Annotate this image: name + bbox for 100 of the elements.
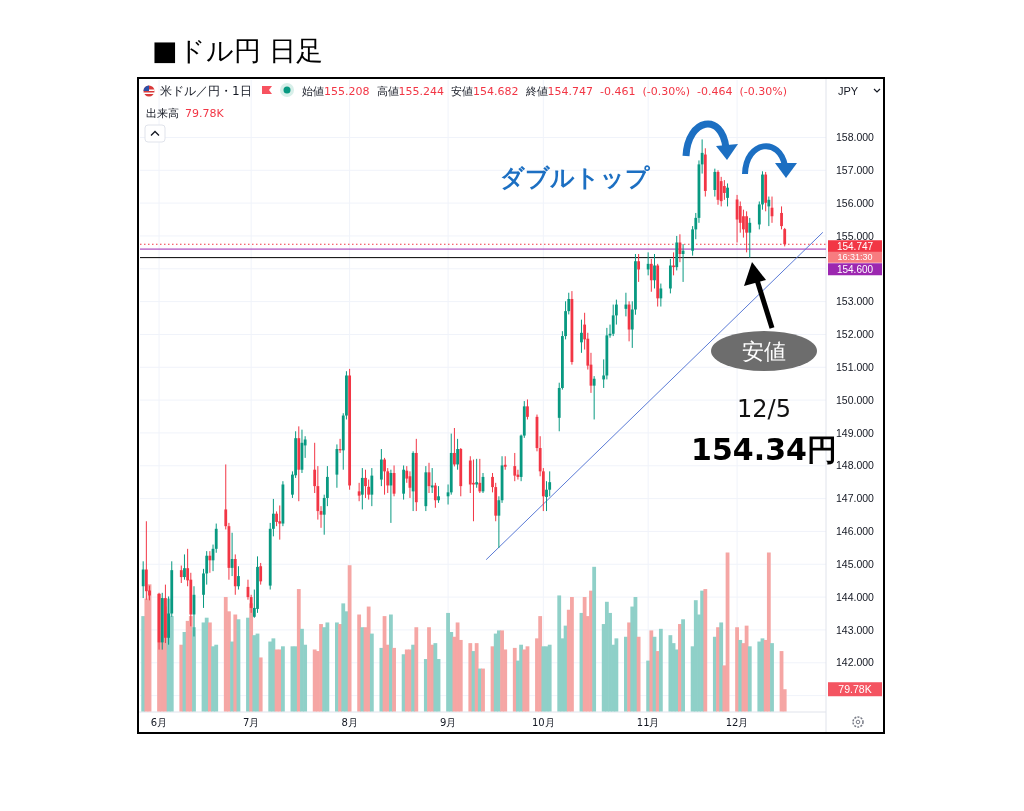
bar bbox=[233, 614, 238, 712]
candlestick bbox=[357, 482, 361, 502]
y-tick-label: 158.000 bbox=[836, 131, 875, 144]
candlestick bbox=[668, 258, 672, 294]
bar bbox=[214, 644, 219, 712]
candlestick bbox=[713, 168, 717, 198]
candlestick bbox=[456, 438, 459, 471]
bar bbox=[179, 644, 184, 712]
candlestick bbox=[360, 467, 364, 510]
candlestick bbox=[237, 565, 240, 591]
y-tick-label: 152.000 bbox=[836, 328, 875, 341]
bar bbox=[347, 565, 352, 712]
candlestick bbox=[646, 251, 650, 276]
y-tick-label: 144.000 bbox=[836, 590, 875, 603]
bar bbox=[379, 647, 384, 712]
candlestick bbox=[141, 560, 145, 599]
bar bbox=[481, 668, 485, 712]
bar bbox=[738, 639, 743, 712]
ref-line-label: 154.747 bbox=[836, 240, 874, 252]
y-tick-label: 145.000 bbox=[836, 557, 875, 570]
candlestick bbox=[402, 464, 405, 501]
y-tick-label: 153.000 bbox=[836, 295, 875, 308]
y-tick-label: 155.000 bbox=[836, 229, 875, 242]
candlestick bbox=[389, 469, 393, 524]
bar bbox=[681, 619, 685, 712]
bar bbox=[192, 627, 196, 712]
candlestick bbox=[653, 253, 656, 289]
candlestick bbox=[780, 205, 783, 230]
candlestick bbox=[208, 550, 212, 574]
x-tick-label: 11月 bbox=[636, 717, 660, 728]
ref-line-label: 154.600 bbox=[836, 263, 874, 275]
bar bbox=[668, 635, 673, 712]
bar bbox=[658, 628, 663, 712]
annotation: 154.34円 bbox=[691, 432, 837, 467]
x-tick-label: 6月 bbox=[150, 717, 168, 728]
candlestick bbox=[475, 458, 479, 489]
candlestick bbox=[513, 452, 517, 482]
bar bbox=[468, 643, 473, 712]
y-tick-label: 148.000 bbox=[836, 459, 875, 472]
candlestick bbox=[592, 375, 596, 420]
y-tick-label: 150.000 bbox=[836, 393, 875, 406]
bar bbox=[592, 566, 597, 712]
bar bbox=[325, 622, 330, 712]
y-tick-label: 157.000 bbox=[836, 163, 875, 176]
bar bbox=[770, 643, 774, 712]
chart-title: ■ドル円 日足 bbox=[152, 35, 324, 66]
candlestick bbox=[364, 469, 367, 499]
bar bbox=[258, 657, 263, 712]
y-tick-label: 147.000 bbox=[836, 492, 875, 505]
candlestick bbox=[230, 532, 234, 577]
text: JPY bbox=[838, 85, 859, 97]
chart-subtitle: 米ドル／円・1日 bbox=[160, 84, 252, 98]
candlestick bbox=[478, 458, 482, 494]
x-tick-label: 10月 bbox=[531, 717, 555, 728]
y-tick-label: 143.000 bbox=[836, 623, 875, 636]
candlestick bbox=[649, 258, 653, 293]
candlestick bbox=[726, 182, 729, 207]
candlestick bbox=[370, 467, 374, 507]
bar bbox=[747, 646, 752, 712]
y-tick-label: 149.000 bbox=[836, 426, 875, 439]
candlestick bbox=[722, 179, 726, 201]
y-tick-label: 146.000 bbox=[836, 525, 875, 538]
bar bbox=[636, 636, 641, 712]
bar bbox=[341, 603, 346, 712]
bar bbox=[392, 647, 396, 712]
x-tick-label: 12月 bbox=[725, 717, 749, 728]
y-tick-label: 156.000 bbox=[836, 196, 875, 209]
candlestick bbox=[453, 427, 456, 467]
x-tick-label: 8月 bbox=[341, 717, 358, 728]
annotation: 出来高 79.78K bbox=[146, 107, 225, 120]
candlestick bbox=[748, 217, 752, 259]
annotation: 安値 bbox=[742, 338, 786, 364]
candlestick bbox=[526, 398, 529, 420]
candlestick bbox=[259, 562, 263, 586]
candlestick bbox=[611, 304, 615, 337]
bar bbox=[474, 643, 479, 712]
text: 16:31:30 bbox=[837, 252, 873, 263]
candlestick bbox=[379, 448, 383, 487]
candlestick bbox=[659, 283, 663, 308]
candlestick bbox=[430, 467, 434, 494]
candlestick bbox=[672, 251, 675, 276]
annotation: 12/5 bbox=[737, 395, 791, 423]
text: 79.78K bbox=[838, 682, 872, 695]
bar bbox=[414, 627, 419, 712]
bar bbox=[570, 597, 574, 712]
bar bbox=[369, 633, 374, 712]
x-tick-label: 9月 bbox=[439, 717, 457, 728]
bar bbox=[719, 622, 724, 712]
bar bbox=[614, 638, 619, 712]
candlestick bbox=[433, 482, 437, 509]
annotation: ダブルトップ bbox=[500, 164, 651, 192]
candlestick bbox=[503, 455, 507, 471]
candlestick bbox=[183, 553, 186, 581]
bar bbox=[766, 552, 771, 712]
y-tick-label: 142.000 bbox=[836, 656, 875, 669]
candlestick bbox=[637, 253, 641, 283]
candlestick bbox=[383, 457, 386, 496]
y-tick-label: 151.000 bbox=[836, 360, 875, 373]
x-tick-label: 7月 bbox=[242, 717, 260, 728]
bar bbox=[281, 646, 285, 712]
